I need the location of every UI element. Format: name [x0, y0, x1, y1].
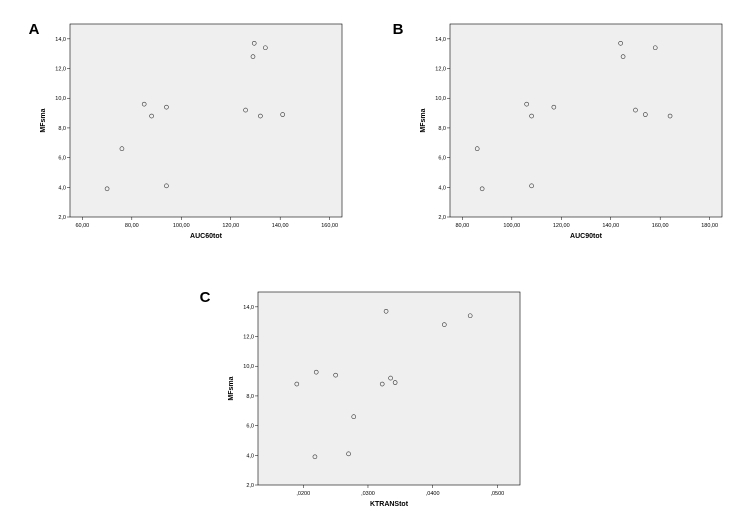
x-tick-label: 120,00 [553, 223, 570, 229]
data-point [251, 40, 257, 46]
data-point [551, 104, 557, 110]
data-point [312, 454, 318, 460]
y-tick-label: 8,0 [438, 126, 446, 132]
data-point [149, 113, 154, 119]
plot-area [449, 23, 723, 218]
x-tick-label: ,0400 [426, 491, 440, 497]
x-tick-label: 100,00 [173, 223, 190, 229]
x-tick-label: 80,00 [125, 223, 139, 229]
chart-panel-b: B 2,0 4,0 6,0 8,0 10,0 12,0 14,0 80,00 100,00 120,… [393, 21, 723, 240]
y-tick-label: 4,0 [58, 185, 66, 191]
x-tick-label: ,0500 [490, 491, 504, 497]
data-point [351, 414, 357, 420]
y-tick-label: 2,0 [246, 483, 254, 489]
data-point [294, 381, 300, 387]
x-tick-label: 140,00 [272, 223, 289, 229]
y-tick-label: 6,0 [58, 156, 66, 162]
x-axis-label: AUC60tot [190, 233, 223, 240]
y-tick-label: 10,0 [243, 364, 254, 370]
data-point [467, 313, 473, 319]
y-axis-label: MFsma [228, 376, 235, 400]
y-tick-label: 6,0 [246, 424, 254, 430]
data-point [479, 186, 485, 192]
data-point [618, 40, 623, 46]
data-point [529, 113, 534, 119]
x-tick-label: 140,00 [602, 223, 619, 229]
panel-letter: A [29, 21, 40, 38]
x-axis-label: KTRANStot [370, 501, 409, 508]
data-point [643, 112, 648, 117]
data-point [652, 45, 658, 51]
data-point [258, 113, 263, 119]
y-tick-label: 14,0 [243, 305, 254, 311]
data-point [164, 183, 169, 189]
y-tick-label: 12,0 [243, 335, 254, 341]
data-point [313, 369, 319, 375]
data-point [633, 107, 638, 113]
data-point [524, 101, 529, 107]
x-tick-label: ,0300 [361, 491, 375, 497]
y-tick-label: 12,0 [55, 67, 66, 73]
data-point [141, 101, 147, 107]
panel-letter: B [393, 21, 404, 38]
data-point [667, 113, 673, 119]
x-axis-label: AUC90tot [570, 233, 603, 240]
data-point [333, 372, 338, 378]
plot-area [257, 291, 521, 486]
y-tick-label: 2,0 [58, 215, 66, 221]
data-point [383, 308, 389, 314]
data-point [164, 104, 169, 110]
x-tick-label: 180,00 [701, 223, 718, 229]
y-tick-label: 14,0 [55, 37, 66, 43]
data-point [280, 112, 285, 117]
data-point [379, 381, 385, 387]
data-point [346, 451, 351, 457]
data-point [620, 54, 626, 59]
y-tick-label: 14,0 [435, 37, 446, 43]
x-tick-label: 120,00 [222, 223, 239, 229]
y-tick-label: 6,0 [438, 156, 446, 162]
data-point [388, 375, 393, 381]
data-point [104, 186, 110, 192]
data-point [474, 146, 480, 152]
x-tick-label: 100,00 [503, 223, 520, 229]
y-axis-label: MFsma [40, 108, 47, 132]
y-tick-label: 12,0 [435, 67, 446, 73]
y-tick-label: 10,0 [435, 96, 446, 102]
y-tick-label: 2,0 [438, 215, 446, 221]
plot-area [69, 23, 343, 218]
y-tick-label: 8,0 [246, 394, 254, 400]
data-point [392, 380, 398, 385]
y-tick-label: 10,0 [55, 96, 66, 102]
x-tick-label: 80,00 [455, 223, 469, 229]
x-tick-label: 60,00 [75, 223, 89, 229]
y-axis-label: MFsma [420, 108, 427, 132]
data-point [119, 146, 125, 152]
x-tick-label: 160,00 [652, 223, 669, 229]
y-tick-label: 4,0 [246, 453, 254, 459]
chart-panel-c: C 2,0 4,0 6,0 8,0 10,0 12,0 14,0 ,0200 ,0300 ,0400… [200, 289, 521, 508]
y-tick-label: 8,0 [58, 126, 66, 132]
data-point [250, 54, 256, 59]
panel-letter: C [200, 289, 211, 306]
data-point [243, 107, 248, 113]
data-point [442, 322, 447, 327]
data-point [529, 183, 534, 189]
y-tick-label: 4,0 [438, 185, 446, 191]
x-tick-label: 160,00 [321, 223, 338, 229]
x-tick-label: ,0200 [296, 491, 310, 497]
data-point [263, 45, 268, 51]
chart-panel-a: A 2,0 4,0 6,0 8,0 10,0 12,0 14,0 60,00 80,00 100,0… [29, 21, 343, 240]
